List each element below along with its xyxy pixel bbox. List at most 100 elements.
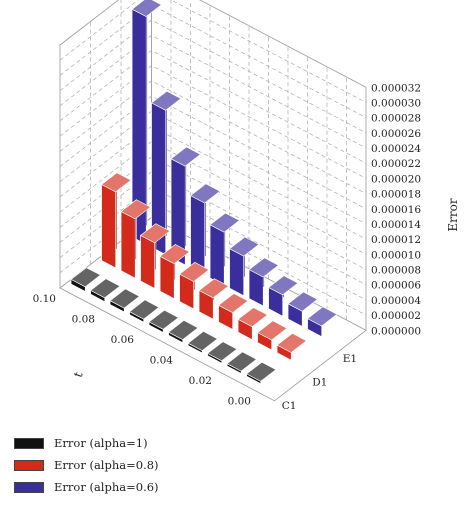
depth-category-label: C1 (282, 400, 297, 412)
bar (218, 292, 249, 330)
bar-top (101, 172, 132, 193)
bar-front (209, 224, 225, 286)
bar (287, 291, 318, 327)
bar (248, 257, 279, 307)
bar-top (246, 361, 277, 382)
legend-label-alpha-0-6: Error (alpha=0.6) (54, 480, 159, 494)
depth-category-label: E1 (343, 353, 357, 365)
legend-item-alpha-0-8: Error (alpha=0.8) (14, 454, 159, 476)
bar-top (226, 351, 257, 372)
z-tick-label: 0.000018 (371, 189, 421, 201)
bar-top (307, 306, 338, 327)
z-tick-label: 0.000004 (371, 295, 421, 307)
bar (209, 212, 240, 286)
chart-legend: Error (alpha=1) Error (alpha=0.8) Error … (14, 432, 159, 498)
legend-label-alpha-1: Error (alpha=1) (54, 436, 148, 450)
bar (226, 351, 257, 374)
z-tick-label: 0.000020 (371, 173, 421, 185)
bar (90, 278, 121, 303)
z-tick-label: 0.000028 (371, 113, 421, 125)
z-gridline (59, 0, 367, 88)
z-tick-label: 0.000022 (371, 158, 421, 170)
chart-bars (70, 0, 338, 385)
z-tick-label: 0.000030 (371, 97, 421, 109)
depth-category-label: D1 (312, 377, 327, 389)
bar-top (129, 299, 160, 320)
bar-front (140, 234, 155, 289)
bar (237, 306, 268, 341)
chart-ticks: 0.000000 0.000002 0.000004 0.000006 0.000008… (33, 82, 422, 412)
bar (276, 332, 307, 361)
bar (70, 267, 101, 292)
bar-top (179, 262, 210, 282)
z-tick-label: 0.000006 (371, 280, 421, 292)
t-tick-label: 0.02 (189, 375, 212, 387)
bar (120, 199, 151, 279)
z-tick-label: 0.000014 (371, 219, 421, 231)
z-gridline (59, 49, 367, 164)
bar-top (131, 0, 162, 17)
bar-top (218, 293, 249, 313)
bar (148, 309, 179, 333)
bar-top (207, 341, 238, 362)
bar-top (190, 183, 221, 204)
z-tick-label: 0.000000 (371, 325, 421, 337)
bar-top (248, 257, 279, 278)
bar (190, 183, 221, 276)
bar (159, 243, 190, 300)
legend-label-alpha-0-8: Error (alpha=0.8) (54, 458, 159, 472)
bar (129, 299, 160, 323)
bar (140, 223, 171, 289)
bar (101, 172, 132, 269)
z-tick-label: 0.000008 (371, 265, 421, 277)
bar (170, 146, 201, 266)
t-tick-label: 0.08 (72, 314, 95, 326)
bar-top (70, 267, 101, 288)
bar-top (90, 278, 121, 299)
bar-top (168, 320, 199, 340)
bar-top (237, 307, 268, 328)
bar (268, 275, 299, 317)
bar-top (151, 90, 182, 111)
bar (179, 261, 210, 310)
z-axis-label: Error (446, 198, 460, 231)
bar-front (190, 195, 205, 276)
bar-top (287, 291, 318, 312)
bar-top (159, 244, 190, 265)
bar-top (140, 223, 171, 244)
bar (307, 306, 338, 338)
bar-top (229, 236, 260, 257)
bar-top (268, 275, 299, 296)
bar (131, 0, 162, 245)
bar (187, 330, 218, 354)
t-tick-label: 0.00 (228, 396, 251, 408)
legend-swatch-alpha-1 (14, 437, 44, 449)
z-tick-label: 0.000024 (371, 143, 421, 155)
z-tick-label: 0.000012 (371, 234, 421, 246)
bar-front (101, 184, 116, 269)
z-tick-label: 0.000010 (371, 249, 421, 261)
legend-swatch-alpha-0-6 (14, 481, 44, 493)
bar-top (209, 212, 240, 233)
bar-top (187, 331, 218, 351)
bar-top (148, 309, 179, 330)
bar-front (120, 211, 136, 279)
bar (246, 361, 277, 385)
legend-swatch-alpha-0-8 (14, 459, 44, 471)
bar-top (170, 146, 201, 167)
bar-top (198, 278, 229, 299)
bar-top (257, 320, 288, 341)
z-tick-label: 0.000026 (371, 128, 421, 140)
legend-item-alpha-0-6: Error (alpha=0.6) (14, 476, 159, 498)
z-tick-label: 0.000002 (371, 310, 421, 322)
z-tick-label: 0.000032 (371, 82, 421, 94)
bar (151, 90, 182, 256)
t-tick-label: 0.06 (111, 334, 135, 346)
legend-item-alpha-1: Error (alpha=1) (14, 432, 159, 454)
bar (168, 319, 199, 344)
z-gridline (59, 65, 367, 179)
bar (257, 320, 288, 351)
bar (207, 341, 238, 364)
x-axis-label: t (71, 370, 86, 379)
bar (229, 236, 260, 297)
